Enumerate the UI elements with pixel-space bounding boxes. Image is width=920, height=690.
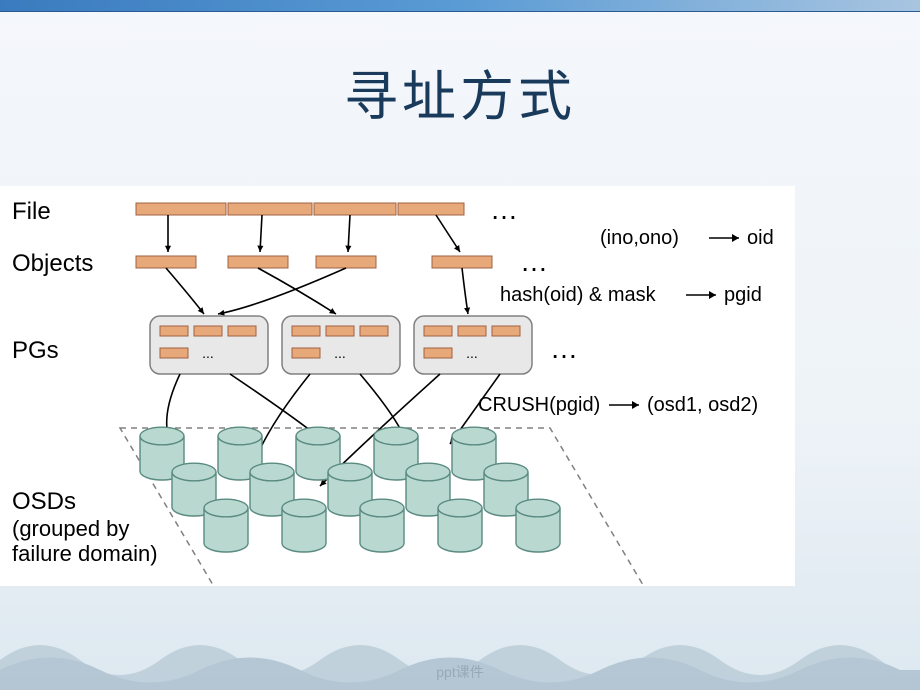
svg-text:(osd1, osd2): (osd1, osd2) xyxy=(647,394,758,416)
svg-text:pgid: pgid xyxy=(724,284,762,306)
svg-text:...: ... xyxy=(334,345,346,361)
svg-text:…: … xyxy=(490,194,518,225)
svg-text:OSDs: OSDs xyxy=(12,488,76,515)
footer-watermark: ppt课件 xyxy=(436,662,483,682)
svg-text:…: … xyxy=(550,333,578,364)
svg-text:...: ... xyxy=(466,345,478,361)
svg-text:…: … xyxy=(520,246,548,277)
svg-text:Objects: Objects xyxy=(12,250,93,277)
svg-text:oid: oid xyxy=(747,227,774,249)
svg-text:hash(oid) & mask: hash(oid) & mask xyxy=(500,284,657,306)
svg-text:...: ... xyxy=(202,345,214,361)
svg-text:(grouped by: (grouped by xyxy=(12,516,129,541)
top-accent-bar xyxy=(0,0,920,12)
slide-title: 寻址方式 xyxy=(0,52,920,131)
svg-text:CRUSH(pgid): CRUSH(pgid) xyxy=(478,394,600,416)
addressing-diagram: File Objects PGs OSDs(grouped by failure do… xyxy=(0,186,795,586)
svg-text:failure domain): failure domain) xyxy=(12,541,158,566)
svg-text:(ino,ono): (ino,ono) xyxy=(600,227,679,249)
svg-text:PGs: PGs xyxy=(12,337,59,364)
svg-text:File: File xyxy=(12,198,51,225)
